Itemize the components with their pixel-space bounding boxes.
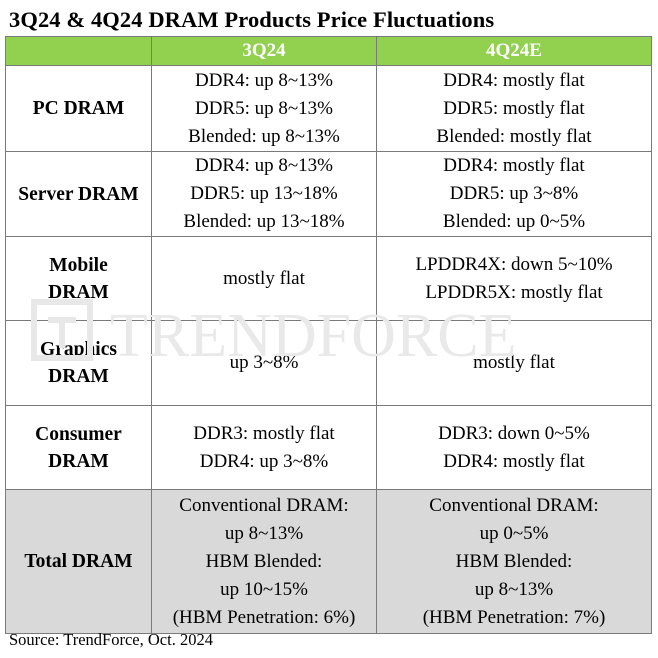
- column-header-3q24: 3Q24: [151, 36, 377, 66]
- row-label: Total DRAM: [5, 489, 152, 634]
- cell-4q24e: DDR4: mostly flat DDR5: up 3~8% Blended: u…: [376, 151, 652, 237]
- cell-4q24e-line: DDR4: mostly flat: [443, 69, 585, 91]
- cell-3q24: up 3~8%: [151, 320, 377, 406]
- price-table: 3Q24 4Q24E PC DRAM DDR4: up 8~13% DDR5: up…: [5, 36, 652, 634]
- cell-3q24-line: Blended: up 13~18%: [183, 211, 345, 232]
- cell-4q24e-line: Blended: up 0~5%: [442, 211, 586, 232]
- cell-4q24e-line: up 8~13%: [474, 578, 554, 600]
- cell-3q24-line: DDR4: up 3~8%: [199, 450, 329, 472]
- table-row: Graphics DRAM up 3~8% mostly flat: [5, 320, 652, 406]
- cell-4q24e-line: HBM Blended:: [455, 550, 573, 572]
- cell-3q24-line: DDR5: up 8~13%: [194, 97, 333, 119]
- table-title: 3Q24 & 4Q24 DRAM Products Price Fluctuat…: [9, 7, 495, 32]
- row-label: PC DRAM: [5, 65, 152, 152]
- cell-4q24e: mostly flat: [376, 320, 652, 406]
- cell-4q24e: DDR4: mostly flat DDR5: mostly flat Blende…: [376, 65, 652, 152]
- table-row: Server DRAM DDR4: up 8~13% DDR5: up 13~18%…: [5, 151, 652, 237]
- header-row: 3Q24 4Q24E: [5, 36, 652, 66]
- row-label-line: Mobile: [49, 254, 108, 276]
- cell-4q24e-line: Blended: mostly flat: [436, 125, 592, 147]
- cell-4q24e-line: DDR4: mostly flat: [443, 155, 585, 176]
- row-label-line: Total DRAM: [24, 551, 133, 572]
- cell-3q24-line: up 3~8%: [229, 352, 299, 373]
- table-row: PC DRAM DDR4: up 8~13% DDR5: up 8~13% Blend…: [5, 65, 652, 152]
- table-row: Total DRAM Conventional DRAM: up 8~13% HBM …: [5, 489, 652, 634]
- row-label: Graphics DRAM: [5, 320, 152, 406]
- cell-4q24e-line: DDR5: up 3~8%: [449, 183, 579, 204]
- row-label: Consumer DRAM: [5, 405, 152, 490]
- cell-3q24-line: up 8~13%: [224, 522, 304, 544]
- cell-4q24e-line: DDR4: mostly flat: [443, 450, 585, 472]
- row-label-line: Server DRAM: [18, 183, 139, 205]
- table-row: Mobile DRAM mostly flat LPDDR4X: down 5~10%…: [5, 236, 652, 321]
- cell-3q24-line: DDR4: up 8~13%: [194, 69, 333, 91]
- row-label: Mobile DRAM: [5, 236, 152, 321]
- cell-3q24-line: DDR3: mostly flat: [193, 422, 335, 444]
- cell-4q24e: Conventional DRAM: up 0~5% HBM Blended: up …: [376, 489, 652, 634]
- row-label-line: DRAM: [48, 366, 109, 387]
- source-note: Source: TrendForce, Oct. 2024: [9, 630, 213, 649]
- cell-3q24-line: Blended: up 8~13%: [188, 125, 340, 147]
- cell-4q24e-line: mostly flat: [473, 352, 555, 373]
- cell-4q24e-line: DDR5: mostly flat: [443, 97, 585, 119]
- row-label-line: DRAM: [48, 281, 109, 303]
- row-label-line: Graphics: [40, 339, 117, 360]
- cell-3q24-line: up 10~15%: [220, 578, 308, 600]
- cell-4q24e-line: (HBM Penetration: 7%): [422, 606, 606, 628]
- row-label-line: DRAM: [48, 450, 109, 472]
- cell-4q24e-line: LPDDR4X: down 5~10%: [415, 253, 613, 275]
- cell-3q24-line: mostly flat: [223, 267, 305, 289]
- cell-3q24: mostly flat: [151, 236, 377, 321]
- column-header-4q24e: 4Q24E: [376, 36, 652, 66]
- cell-4q24e: DDR3: down 0~5% DDR4: mostly flat: [376, 405, 652, 490]
- cell-3q24-line: Conventional DRAM:: [179, 494, 349, 516]
- cell-4q24e: LPDDR4X: down 5~10% LPDDR5X: mostly flat: [376, 236, 652, 321]
- cell-3q24: DDR3: mostly flat DDR4: up 3~8%: [151, 405, 377, 490]
- cell-3q24: DDR4: up 8~13% DDR5: up 13~18% Blended: up…: [151, 151, 377, 237]
- cell-3q24: DDR4: up 8~13% DDR5: up 8~13% Blended: up …: [151, 65, 377, 152]
- row-label-line: Consumer: [35, 423, 122, 445]
- cell-3q24-line: (HBM Penetration: 6%): [172, 606, 356, 628]
- cell-4q24e-line: LPDDR5X: mostly flat: [425, 281, 603, 303]
- table-row: Consumer DRAM DDR3: mostly flat DDR4: up 3~…: [5, 405, 652, 490]
- cell-4q24e-line: DDR3: down 0~5%: [438, 422, 590, 444]
- cell-3q24-line: DDR5: up 13~18%: [190, 183, 338, 204]
- row-label-line: PC DRAM: [32, 98, 125, 119]
- cell-3q24-line: HBM Blended:: [205, 550, 323, 572]
- cell-3q24-line: DDR4: up 8~13%: [194, 155, 333, 176]
- row-label: Server DRAM: [5, 151, 152, 237]
- cell-3q24: Conventional DRAM: up 8~13% HBM Blended: up…: [151, 489, 377, 634]
- cell-4q24e-line: Conventional DRAM:: [429, 494, 599, 516]
- cell-4q24e-line: up 0~5%: [479, 522, 549, 544]
- header-corner: [5, 36, 152, 66]
